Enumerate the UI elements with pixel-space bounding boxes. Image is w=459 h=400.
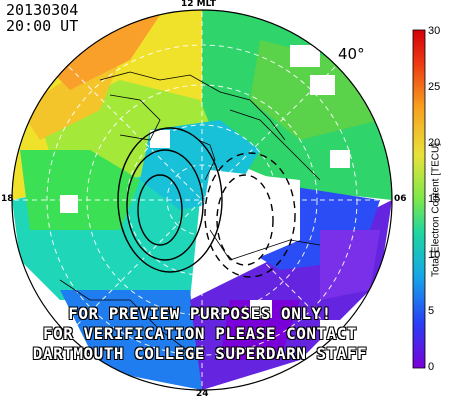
coastlines: [59, 71, 321, 361]
time-label: 20:00 UT: [6, 17, 79, 35]
watermark-line-3: DARTMOUTH COLLEGE SUPERDARN STAFF: [32, 344, 368, 363]
colorbar-title: Total Electron Content [TECU]: [430, 143, 442, 277]
watermark-line-2: FOR VERIFICATION PLEASE CONTACT: [42, 324, 358, 343]
mlt-label-left: 18: [1, 194, 14, 204]
colorbar-tick: 10: [428, 249, 441, 261]
colorbar-gradient: [412, 29, 426, 369]
colorbar-tick: 0: [428, 361, 435, 373]
colorbar-tick: 15: [428, 193, 441, 205]
map-border: [11, 9, 393, 391]
colorbar-tick: 5: [428, 305, 435, 317]
convection-contours: [117, 127, 296, 278]
watermark-line-1: FOR PREVIEW PURPOSES ONLY!: [68, 304, 332, 323]
mlt-label-right: 06: [394, 194, 407, 204]
mlt-label-bottom: 24: [196, 389, 209, 399]
mlt-label-top: 12 MLT: [181, 0, 216, 9]
date-label: 20130304: [6, 1, 79, 19]
colorbar-tick: 30: [428, 25, 441, 37]
colorbar-tick: 25: [428, 81, 441, 93]
latitude-label: 40°: [338, 45, 365, 63]
colorbar-tick: 20: [428, 137, 441, 149]
colorbar: [412, 29, 426, 369]
